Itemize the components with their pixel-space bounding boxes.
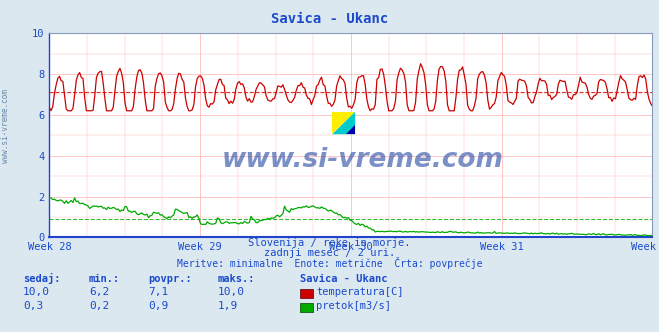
Text: zadnji mesec / 2 uri.: zadnji mesec / 2 uri. [264,248,395,258]
Text: 10,0: 10,0 [217,287,244,297]
Text: temperatura[C]: temperatura[C] [316,287,404,297]
Text: www.si-vreme.com: www.si-vreme.com [222,147,504,173]
Polygon shape [332,112,355,134]
Text: 1,9: 1,9 [217,301,238,311]
Text: 10,0: 10,0 [23,287,50,297]
Text: www.si-vreme.com: www.si-vreme.com [1,89,10,163]
Text: Meritve: minimalne  Enote: metrične  Črta: povprečje: Meritve: minimalne Enote: metrične Črta:… [177,257,482,269]
Text: povpr.:: povpr.: [148,274,192,284]
Text: 7,1: 7,1 [148,287,169,297]
Polygon shape [332,112,355,134]
Text: 0,2: 0,2 [89,301,109,311]
Polygon shape [346,125,355,134]
Text: Savica - Ukanc: Savica - Ukanc [300,274,387,284]
Text: 6,2: 6,2 [89,287,109,297]
Text: min.:: min.: [89,274,120,284]
Text: 0,9: 0,9 [148,301,169,311]
Text: 0,3: 0,3 [23,301,43,311]
Text: pretok[m3/s]: pretok[m3/s] [316,301,391,311]
Text: maks.:: maks.: [217,274,255,284]
Text: sedaj:: sedaj: [23,273,61,284]
Text: Slovenija / reke in morje.: Slovenija / reke in morje. [248,238,411,248]
Text: Savica - Ukanc: Savica - Ukanc [271,12,388,26]
